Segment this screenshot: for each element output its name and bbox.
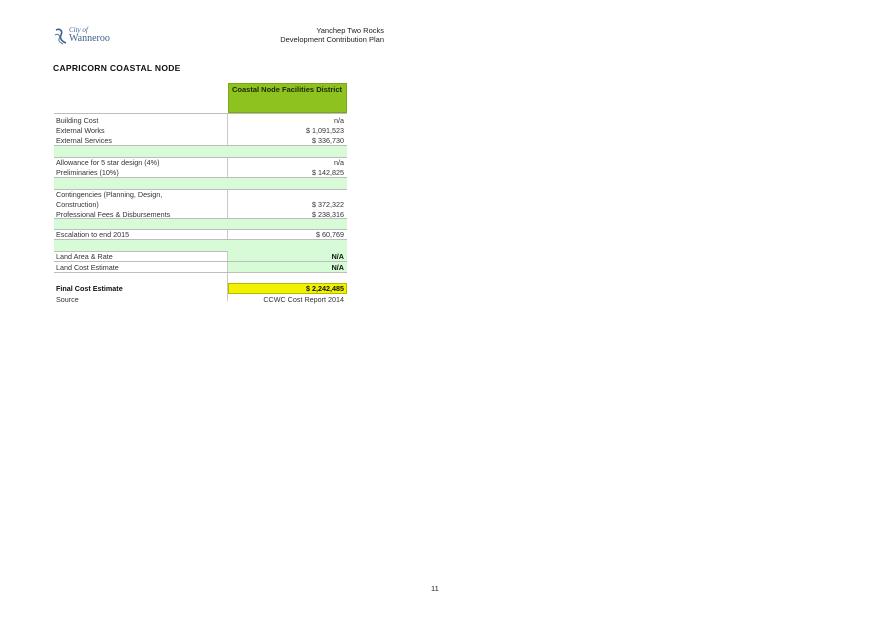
final-cost-row: Final Cost Estimate $ 2,242,485 <box>54 283 347 294</box>
divider <box>54 218 347 219</box>
document-header: Yanchep Two Rocks Development Contributi… <box>240 26 384 44</box>
source-value: CCWC Cost Report 2014 <box>263 295 344 304</box>
final-cost-value: $ 2,242,485 <box>306 284 344 293</box>
column-divider <box>227 113 228 301</box>
divider <box>54 239 347 240</box>
divider <box>54 272 347 273</box>
table-row: Land Cost Estimate N/A <box>54 262 347 273</box>
row-label: Allowance for 5 star design (4%) <box>56 158 160 167</box>
row-label: Land Area & Rate <box>56 252 113 261</box>
final-cost-label: Final Cost Estimate <box>56 284 123 293</box>
na-cell-bg <box>228 262 347 273</box>
row-label: Construction) <box>56 200 99 209</box>
row-label: Professional Fees & Disbursements <box>56 210 171 219</box>
row-value: n/a <box>334 158 344 167</box>
row-value: N/A <box>331 252 344 261</box>
row-value: $ 372,322 <box>312 200 344 209</box>
city-logo: City of Wanneroo <box>54 26 124 46</box>
divider <box>54 177 347 178</box>
divider <box>54 261 347 262</box>
divider <box>54 157 347 158</box>
divider <box>54 113 347 114</box>
column-header: Coastal Node Facilities District <box>228 83 347 113</box>
row-label: Preliminaries (10%) <box>56 168 119 177</box>
source-row: Source CCWC Cost Report 2014 <box>54 294 347 305</box>
table-row: Professional Fees & Disbursements $ 238,… <box>54 209 347 220</box>
page-title: CAPRICORN COASTAL NODE <box>53 63 181 73</box>
header-title-line1: Yanchep Two Rocks <box>316 26 384 35</box>
row-label: Escalation to end 2015 <box>56 230 130 239</box>
row-value: $ 1,091,523 <box>306 126 344 135</box>
spacer-row <box>54 240 347 251</box>
table-row: Preliminaries (10%) $ 142,825 <box>54 167 347 178</box>
table-row: Building Cost n/a <box>54 115 347 126</box>
table-row: Construction) $ 372,322 <box>54 199 347 210</box>
row-label: Building Cost <box>56 116 99 125</box>
row-value: $ 238,316 <box>312 210 344 219</box>
table-row: Allowance for 5 star design (4%) n/a <box>54 157 347 168</box>
spacer-row <box>54 146 347 157</box>
table-row: External Services $ 336,730 <box>54 135 347 146</box>
row-value: n/a <box>334 116 344 125</box>
spacer-row <box>54 218 347 229</box>
row-value: N/A <box>331 263 344 272</box>
row-value: $ 142,825 <box>312 168 344 177</box>
source-label: Source <box>56 295 79 304</box>
table-row: Escalation to end 2015 $ 60,769 <box>54 229 347 240</box>
divider <box>54 189 347 190</box>
table-row: Land Area & Rate N/A <box>54 251 347 262</box>
divider <box>54 251 347 252</box>
row-label: Land Cost Estimate <box>56 263 119 272</box>
wave-logo-icon <box>54 28 67 45</box>
divider <box>54 145 347 146</box>
row-value: $ 336,730 <box>312 136 344 145</box>
row-label: External Works <box>56 126 105 135</box>
divider <box>54 229 347 230</box>
spacer-row <box>54 178 347 189</box>
header-title-line2: Development Contribution Plan <box>280 35 384 44</box>
row-value: $ 60,769 <box>316 230 344 239</box>
row-label: External Services <box>56 136 112 145</box>
logo-name-text: Wanneroo <box>69 33 110 44</box>
row-label: Contingencies (Planning, Design, <box>56 190 163 199</box>
page-number: 11 <box>431 584 439 593</box>
na-cell-bg <box>228 251 347 262</box>
table-row: External Works $ 1,091,523 <box>54 125 347 136</box>
logo-city-text: City of <box>69 26 88 34</box>
final-cost-highlight <box>228 283 347 294</box>
table-row: Contingencies (Planning, Design, <box>54 189 347 200</box>
